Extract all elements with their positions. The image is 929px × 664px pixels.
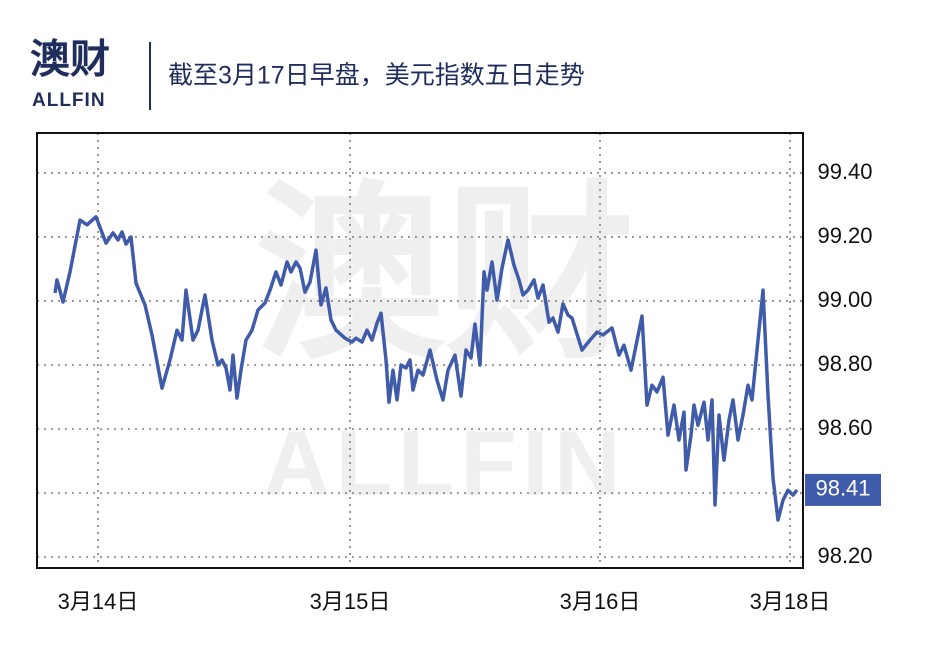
current-value-label: 98.41 [815,476,870,501]
brand-sub: ALLFIN [32,90,106,111]
chart-title: 截至3月17日早盘，美元指数五日走势 [168,62,585,90]
y-tick-label: 98.80 [817,351,872,376]
y-tick-label: 99.20 [817,223,872,248]
x-tick-label: 3月18日 [750,589,831,614]
watermark-sub: ALLFIN [263,412,626,514]
y-tick-label: 98.20 [817,543,872,568]
brand-name: 澳财 [30,38,110,82]
y-tick-label: 98.60 [817,415,872,440]
plot-frame [36,132,804,569]
y-tick-label: 99.00 [817,287,872,312]
current-value-box [805,473,881,506]
y-tick-label: 99.40 [817,159,872,184]
x-tick-label: 3月15日 [310,589,391,614]
data-line [53,215,799,522]
x-tick-label: 3月16日 [560,589,641,614]
x-tick-label: 3月14日 [58,589,139,614]
